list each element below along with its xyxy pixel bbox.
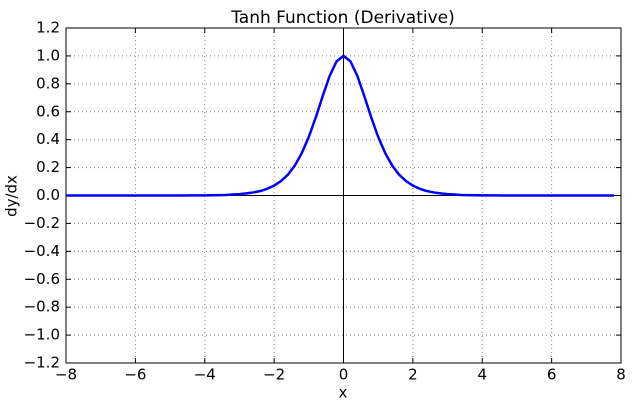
y-tick-label: 1.2 <box>36 19 60 37</box>
line <box>66 54 615 197</box>
x-tick-label: 8 <box>616 366 626 384</box>
x-tick-label: −8 <box>55 366 77 384</box>
y-tick-label: 0.2 <box>36 158 60 176</box>
y-tick-label: −0.6 <box>24 270 60 288</box>
y-tick-label: 0.8 <box>36 74 60 92</box>
y-tick-label: −1.0 <box>24 326 60 344</box>
y-tick-label: −0.2 <box>24 214 60 232</box>
y-tick-label: −0.8 <box>24 298 60 316</box>
x-tick-label: −4 <box>194 366 216 384</box>
chart-title: Tanh Function (Derivative) <box>230 8 455 28</box>
x-tick-label: 2 <box>408 366 418 384</box>
x-tick-label: 0 <box>339 366 349 384</box>
x-tick-label: −2 <box>263 366 285 384</box>
x-tick-label: 6 <box>547 366 557 384</box>
x-axis-label: x <box>339 384 348 402</box>
y-tick-label: −0.4 <box>24 242 60 260</box>
y-tick-label: −1.2 <box>24 354 60 372</box>
y-axis-label: dy/dx <box>3 175 21 217</box>
y-tick-label: 0.6 <box>36 102 60 120</box>
y-tick-label: 0.0 <box>36 186 60 204</box>
x-tick-label: 4 <box>477 366 487 384</box>
y-tick-label: 1.0 <box>36 46 60 64</box>
y-tick-label: 0.4 <box>36 130 60 148</box>
x-tick-label: −6 <box>124 366 146 384</box>
